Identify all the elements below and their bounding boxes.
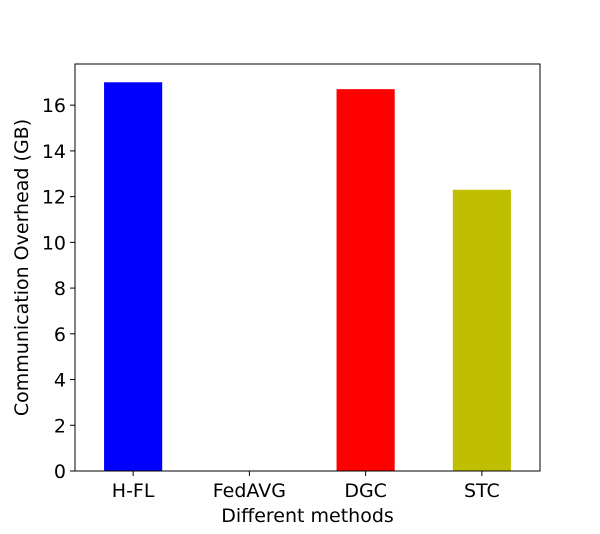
- x-tick-label: DGC: [344, 480, 387, 502]
- plot-frame: [74, 63, 541, 472]
- y-tick-label: 4: [54, 370, 66, 392]
- x-axis: H-FL FedAVG DGC STC: [112, 471, 500, 502]
- x-tick-label: FedAVG: [213, 480, 286, 502]
- y-tick-label: 12: [42, 187, 66, 209]
- y-tick-label: 16: [42, 95, 66, 117]
- x-tick-label: STC: [464, 480, 500, 502]
- bar-stc: [452, 189, 511, 471]
- bars-layer: [104, 82, 511, 472]
- y-tick-label: 10: [42, 232, 66, 254]
- y-axis-title: Communication Overhead (GB): [11, 119, 33, 416]
- y-tick-label: 8: [54, 278, 66, 300]
- bar-dgc: [336, 89, 395, 472]
- x-tick-label: H-FL: [112, 480, 155, 502]
- x-axis-title: Different methods: [221, 505, 394, 527]
- y-tick-label: 2: [54, 415, 66, 437]
- y-tick-label: 6: [54, 324, 66, 346]
- y-tick-label: 14: [42, 141, 66, 163]
- bar-h-fl: [104, 82, 163, 471]
- y-tick-label: 0: [54, 461, 66, 483]
- y-axis: 0 2 4 6 8 10 12 14 16: [42, 95, 75, 483]
